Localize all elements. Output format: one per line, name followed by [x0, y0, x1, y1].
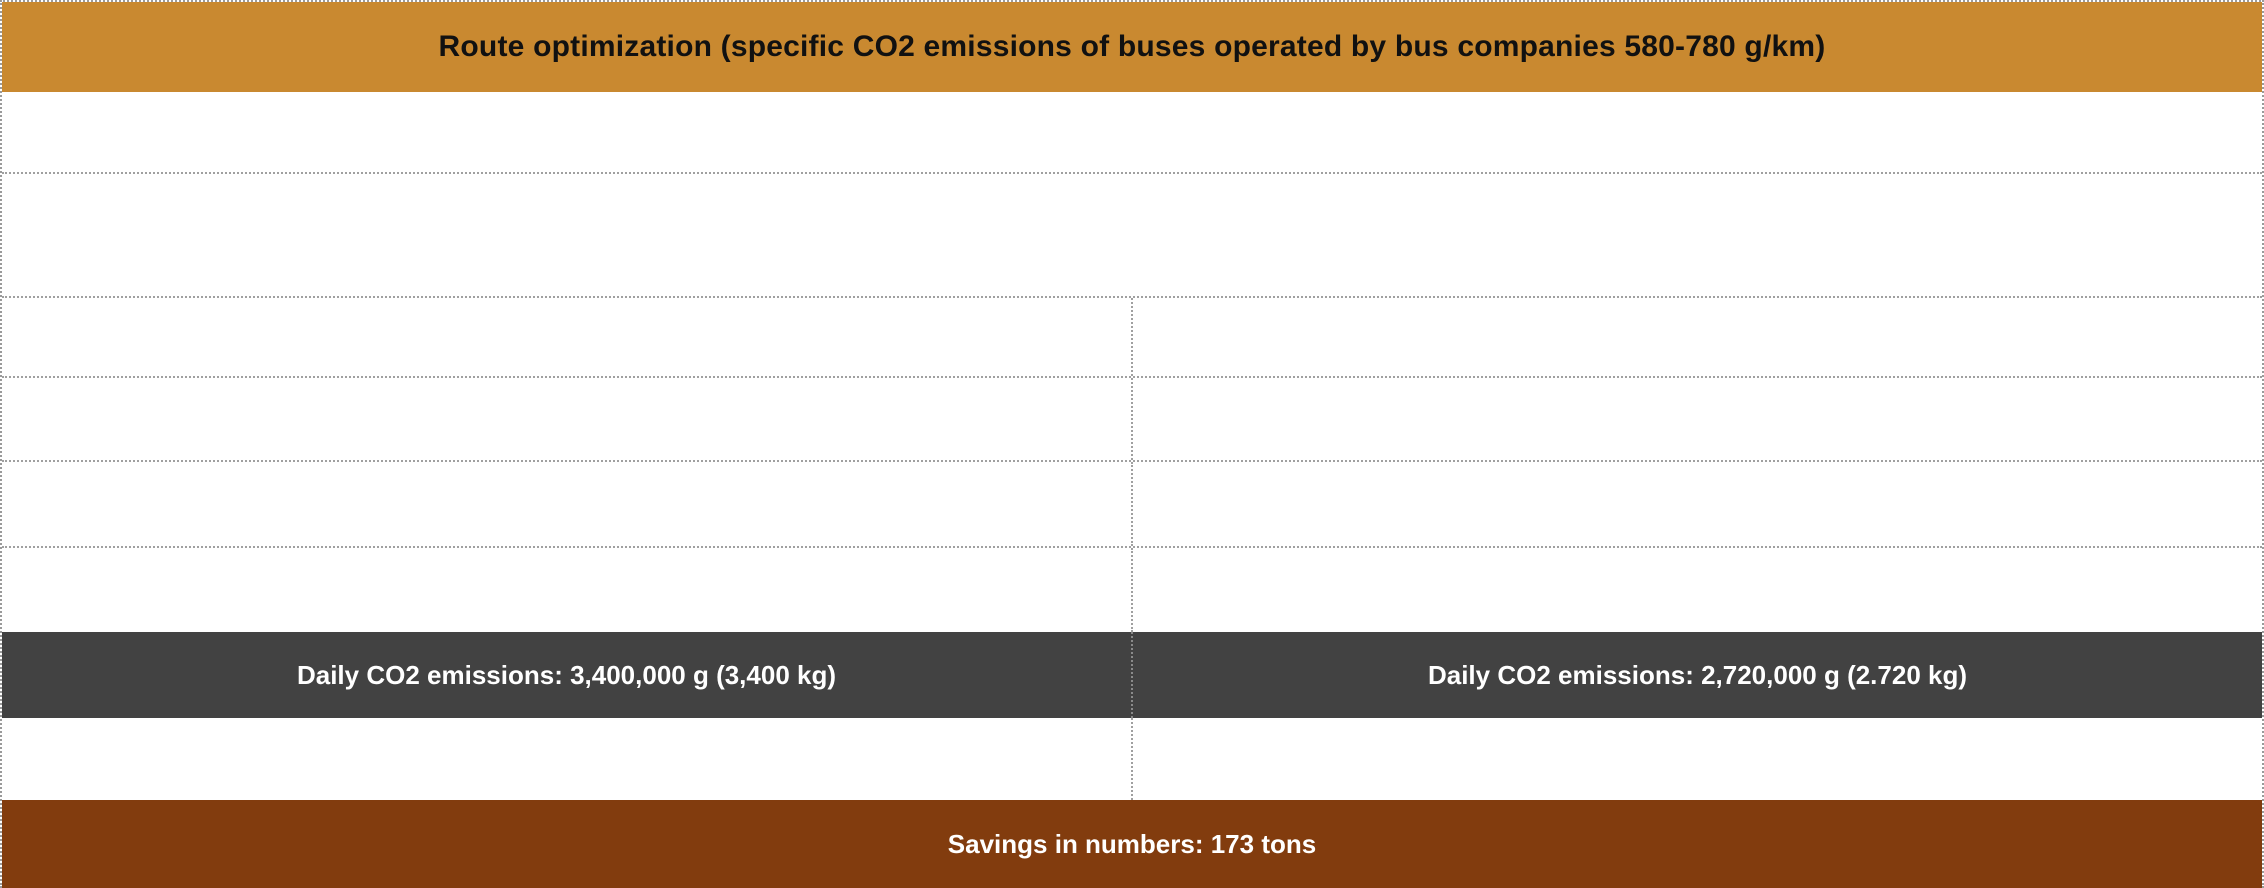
- table-title: Route optimization (specific CO2 emissio…: [438, 30, 1826, 63]
- empty-cell: [2, 174, 2262, 296]
- empty-cell-left: [2, 378, 1133, 460]
- emissions-left: Daily CO2 emissions: 3,400,000 g (3,400 …: [2, 632, 1133, 718]
- empty-row-4: [2, 378, 2262, 462]
- empty-cell-right: [1133, 718, 2262, 800]
- empty-cell-right: [1133, 548, 2262, 632]
- empty-cell-left: [2, 298, 1133, 376]
- emissions-row: Daily CO2 emissions: 3,400,000 g (3,400 …: [2, 632, 2262, 718]
- empty-cell-left: [2, 718, 1133, 800]
- empty-row-3: [2, 298, 2262, 378]
- empty-cell-left: [2, 462, 1133, 546]
- empty-row-1: [2, 92, 2262, 174]
- empty-cell-left: [2, 548, 1133, 632]
- empty-row-7: [2, 718, 2262, 800]
- empty-row-2: [2, 174, 2262, 298]
- empty-cell-right: [1133, 378, 2262, 460]
- empty-row-6: [2, 548, 2262, 632]
- empty-cell-right: [1133, 298, 2262, 376]
- empty-row-5: [2, 462, 2262, 548]
- table-header-row: Route optimization (specific CO2 emissio…: [2, 2, 2262, 92]
- empty-cell-right: [1133, 462, 2262, 546]
- emissions-right: Daily CO2 emissions: 2,720,000 g (2.720 …: [1427, 659, 1968, 690]
- savings-text: Savings in numbers: 173 tons: [947, 828, 1317, 859]
- savings-row: Savings in numbers: 173 tons: [2, 800, 2262, 888]
- empty-cell: [2, 92, 2262, 172]
